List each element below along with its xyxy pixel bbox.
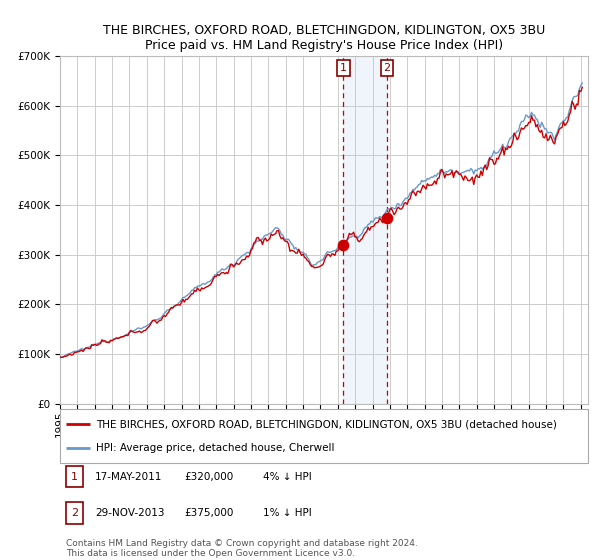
Text: 4% ↓ HPI: 4% ↓ HPI <box>263 472 311 482</box>
Text: 29-NOV-2013: 29-NOV-2013 <box>95 508 164 518</box>
Bar <box>343 56 387 404</box>
Text: THE BIRCHES, OXFORD ROAD, BLETCHINGDON, KIDLINGTON, OX5 3BU (detached house): THE BIRCHES, OXFORD ROAD, BLETCHINGDON, … <box>96 419 557 430</box>
Text: 1% ↓ HPI: 1% ↓ HPI <box>263 508 311 518</box>
Title: THE BIRCHES, OXFORD ROAD, BLETCHINGDON, KIDLINGTON, OX5 3BU
Price paid vs. HM La: THE BIRCHES, OXFORD ROAD, BLETCHINGDON, … <box>103 24 545 52</box>
Text: 2: 2 <box>71 508 78 518</box>
Text: £375,000: £375,000 <box>185 508 234 518</box>
Text: 1: 1 <box>71 472 78 482</box>
Text: £320,000: £320,000 <box>185 472 234 482</box>
Text: 1: 1 <box>340 63 347 73</box>
Text: 2: 2 <box>383 63 391 73</box>
Text: 17-MAY-2011: 17-MAY-2011 <box>95 472 162 482</box>
Text: HPI: Average price, detached house, Cherwell: HPI: Average price, detached house, Cher… <box>96 443 335 453</box>
Text: Contains HM Land Registry data © Crown copyright and database right 2024.
This d: Contains HM Land Registry data © Crown c… <box>66 539 418 558</box>
Point <box>338 240 348 249</box>
Point <box>382 213 392 222</box>
